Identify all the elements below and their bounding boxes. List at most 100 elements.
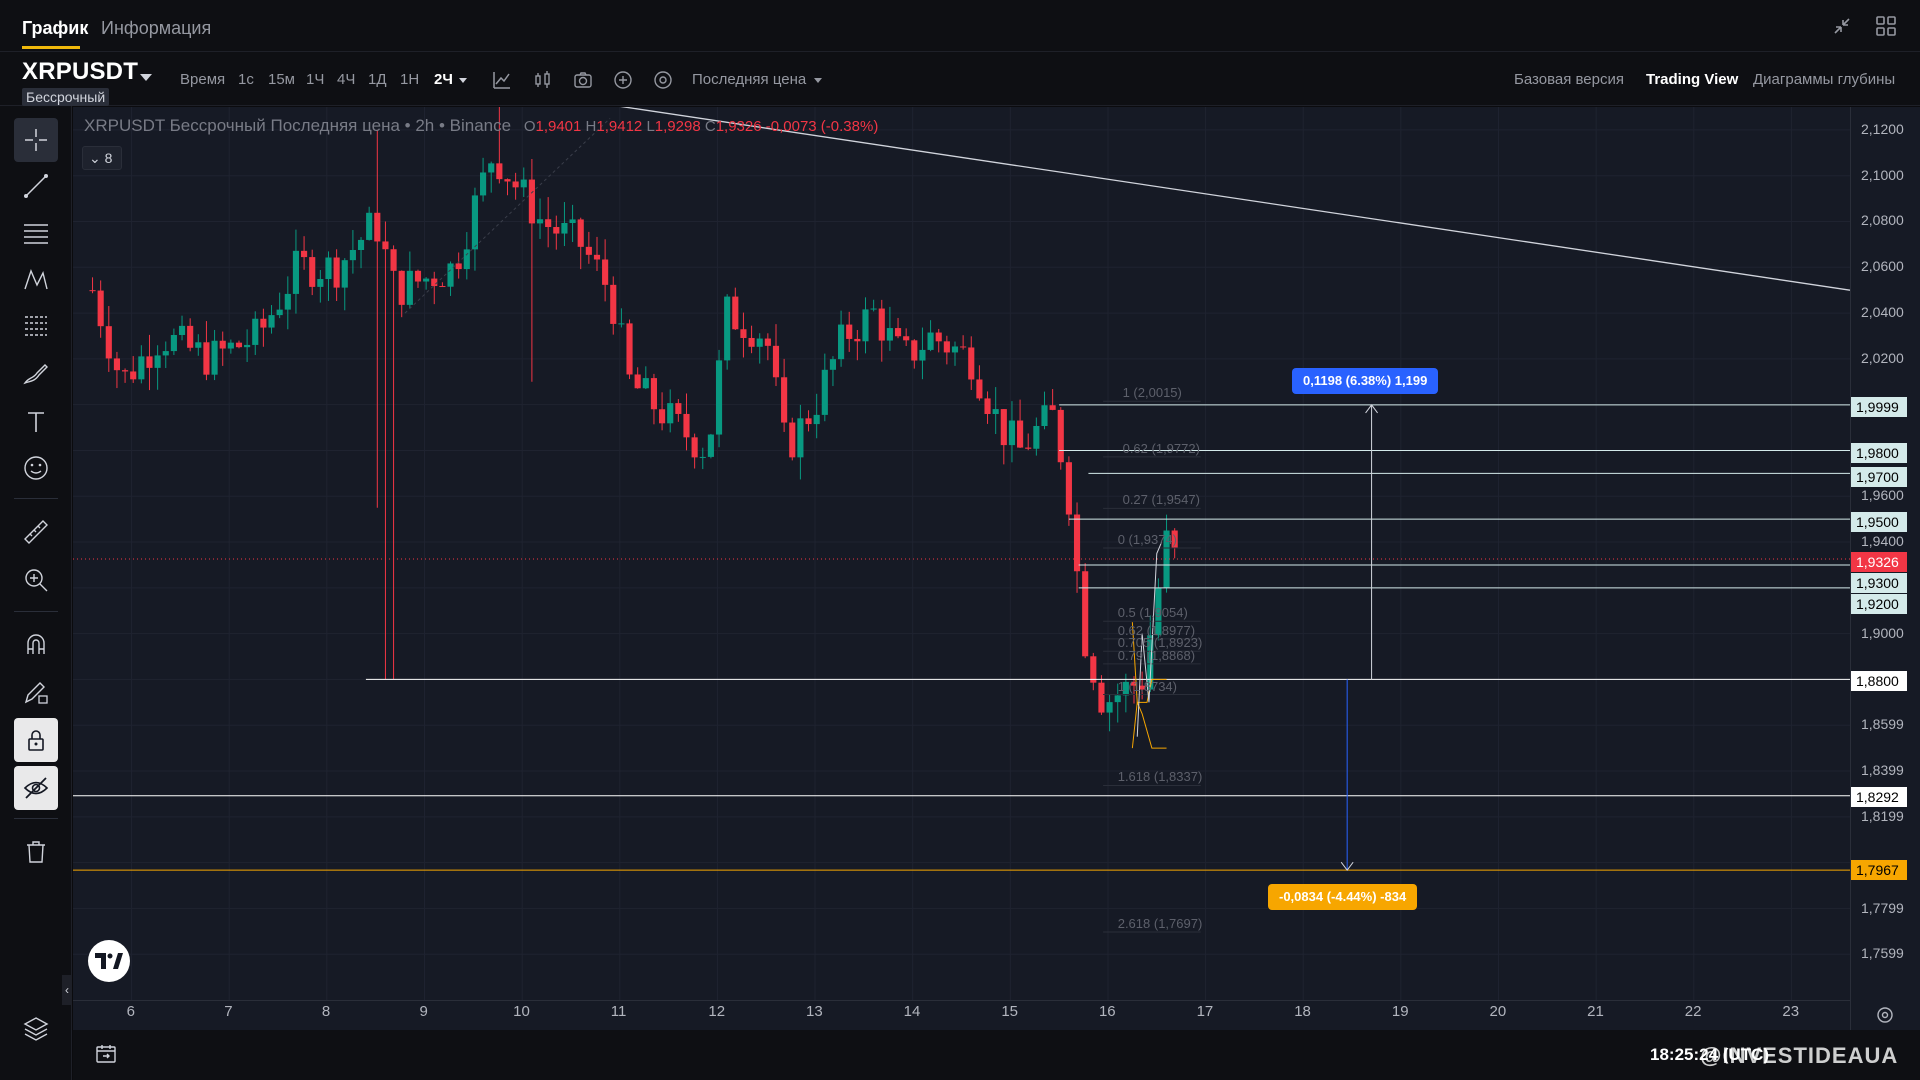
brush-tool[interactable] [14,352,58,396]
candle-body [919,349,926,361]
chart-canvas[interactable] [73,107,1850,1030]
price-label-1-9999: 1,9999 [1851,397,1907,417]
hide-drawings-tool[interactable] [14,766,58,810]
view-tradingview[interactable]: Trading View [1646,71,1739,88]
symbol-name[interactable]: XRPUSDT [22,58,139,85]
candle-body [195,342,202,348]
tab-info[interactable]: Информация [101,18,212,38]
candle-body [789,422,796,458]
price-label-1-9700: 1,9700 [1851,467,1907,487]
candle-body [227,342,234,349]
layout-grid-icon[interactable] [1874,14,1898,38]
chart-pane[interactable] [73,107,1850,1030]
measure-up-label: 0,1198 (6.38%) 1,199 [1292,368,1439,394]
candle-body [260,318,267,328]
horizontal-lines-tool[interactable] [14,210,58,254]
fib-label: 2.618 (1,7697) [1117,915,1203,931]
candle-body [1049,405,1056,410]
fib-retracement-icon [25,316,47,336]
time-tick: 17 [1196,1003,1214,1020]
fib-retracement-tool[interactable] [14,304,58,348]
goto-date-icon[interactable] [94,1042,118,1066]
time-tick: 21 [1587,1003,1604,1020]
candle-body [724,296,731,361]
timeframe-1d[interactable]: 1Д [368,71,387,88]
camera-icon[interactable] [572,69,594,91]
candle-body [130,371,137,380]
magnet-tool[interactable] [14,622,58,666]
candle-body [414,270,422,282]
add-icon[interactable] [612,69,634,91]
settings-icon[interactable] [652,69,674,91]
timeframe-15m[interactable]: 15м [268,71,295,88]
timeframe-1s[interactable]: 1с [238,71,254,88]
lock-drawings-tool[interactable] [14,718,58,762]
horizontal-lines-icon [24,224,48,244]
fib-label: 0.62 (1,9772) [1122,440,1200,456]
axis-settings-icon[interactable] [1874,1004,1896,1026]
clock[interactable]: 18:25:24 (UTC) [1650,1045,1770,1064]
timeframe-2h[interactable]: 2Ч [434,71,453,88]
object-tree-tool[interactable] [14,1006,58,1050]
collapse-toolbar-button[interactable]: ‹ [62,975,72,1005]
candle-body [593,254,601,260]
timeframe-1w[interactable]: 1Н [400,71,420,88]
price-label-1-8800: 1,8800 [1851,671,1907,691]
watermark: @INVESTIDEAUA [1700,1043,1899,1068]
trendline-tool[interactable] [14,164,58,208]
candle-body [943,341,950,353]
legend-high: 1,9412 [596,118,643,135]
text-tool[interactable] [14,400,58,444]
view-basic[interactable]: Базовая версия [1514,71,1624,88]
candle-body [471,195,479,250]
price-tick: 1,8399 [1861,762,1904,779]
view-depth-chart[interactable]: Диаграммы глубины [1753,71,1896,88]
candle-body [829,359,837,370]
candle-body [178,325,186,335]
tradingview-logo[interactable] [88,940,130,982]
delete-drawings-tool[interactable] [14,830,58,874]
indicators-toggle[interactable]: ⌄ 8 [82,146,122,170]
candle-body [89,290,96,292]
price-type-dropdown-icon[interactable] [814,78,822,83]
indicators-icon[interactable] [491,69,513,91]
price-tick: 2,0800 [1861,212,1904,229]
ruler-tool[interactable] [14,510,58,554]
tab-chart[interactable]: График [22,18,89,38]
timeframe-1h[interactable]: 1Ч [306,71,325,88]
chart-type-icon[interactable] [532,69,554,91]
time-axis[interactable] [73,1000,1850,1030]
legend-h-label: H [585,118,597,135]
candle-body [813,414,820,425]
time-tick: 20 [1489,1003,1507,1020]
zoom-in-icon [25,569,48,592]
timeframe-dropdown-icon[interactable] [459,78,467,83]
emoji-tool[interactable] [14,446,58,490]
candle-body [455,263,462,270]
candle-body [1017,420,1024,448]
candle-body [390,249,397,271]
candle-body [772,345,780,378]
pattern-tool[interactable] [14,258,58,302]
price-tick: 2,1000 [1861,166,1904,183]
candle-body [935,332,942,342]
price-type-select[interactable]: Последняя цена [692,71,807,88]
current-price-label: 1,9326 [1851,552,1907,572]
candle-body [235,342,243,348]
zoom-tool[interactable] [14,558,58,602]
candle-body [927,332,934,350]
draw-mode-tool[interactable] [14,670,58,714]
pencil-lock-icon [24,682,48,704]
legend-l-label: L [646,118,655,135]
minimize-icon[interactable] [1830,14,1854,38]
crosshair-tool[interactable] [14,118,58,162]
candle-body [488,163,495,173]
timeframe-4h[interactable]: 4Ч [337,71,356,88]
candle-body [699,456,706,458]
wave-path-orange-lower [1131,700,1167,749]
candle-body [1033,426,1040,449]
trash-icon [27,841,45,863]
candle-body [1147,635,1154,690]
eye-off-icon [23,777,49,799]
symbol-dropdown-icon[interactable] [140,74,152,81]
